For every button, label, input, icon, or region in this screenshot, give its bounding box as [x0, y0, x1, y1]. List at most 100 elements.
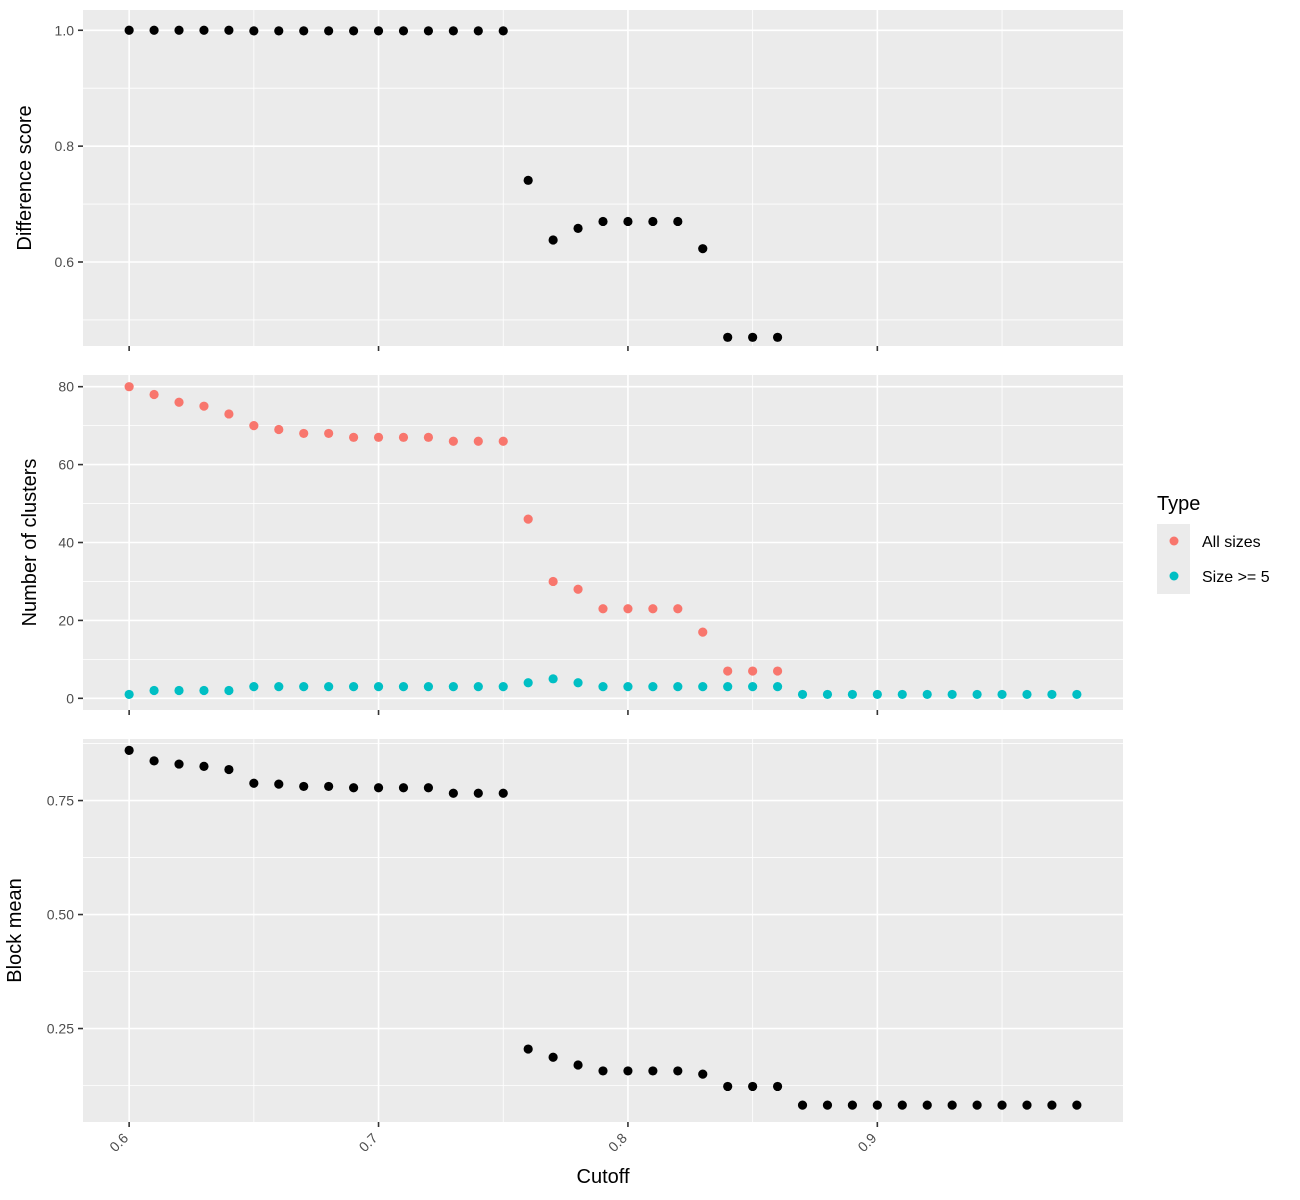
data-point	[498, 26, 508, 36]
data-point	[772, 332, 783, 342]
data-point	[822, 689, 833, 700]
y-tick-label: 40	[58, 535, 74, 551]
data-point	[548, 235, 558, 245]
data-point	[398, 783, 409, 793]
data-point	[997, 1100, 1007, 1110]
data-point	[872, 1100, 882, 1110]
data-point	[149, 756, 159, 766]
data-point	[398, 682, 409, 692]
y-tick-label: 60	[58, 457, 74, 473]
data-point	[274, 424, 284, 435]
data-point	[623, 216, 633, 227]
data-point	[224, 685, 234, 696]
data-point	[299, 428, 309, 439]
data-point	[897, 1100, 907, 1110]
data-point	[498, 436, 508, 446]
data-point	[373, 783, 384, 793]
data-point	[299, 26, 309, 36]
data-point	[723, 682, 733, 692]
y-axis-title: Number of clusters	[19, 459, 41, 627]
panel-3: 0.25 0.50 0.75 Block mean	[4, 739, 1123, 1127]
data-point	[822, 1100, 833, 1110]
y-tick-label: 0.25	[47, 1021, 74, 1037]
data-point	[249, 778, 259, 788]
data-point	[548, 576, 558, 587]
data-point	[748, 332, 758, 342]
data-point	[673, 682, 683, 692]
data-point	[1072, 1100, 1082, 1110]
data-point	[847, 689, 858, 700]
data-point	[623, 682, 633, 692]
y-tick-label: 0	[66, 690, 74, 706]
legend-key-all-sizes	[1169, 536, 1179, 546]
data-point	[448, 682, 458, 692]
data-point	[598, 216, 608, 227]
data-point	[1047, 689, 1057, 700]
data-point	[498, 682, 508, 692]
data-point	[748, 666, 758, 676]
data-point	[423, 432, 434, 442]
data-point	[598, 604, 608, 614]
data-point	[473, 682, 483, 692]
y-tick-label: 1.0	[55, 22, 75, 38]
data-point	[598, 682, 608, 692]
data-point	[373, 432, 384, 442]
data-point	[274, 26, 284, 36]
data-point	[947, 1100, 957, 1110]
x-tick-label: 0.6	[106, 1130, 131, 1155]
series-2	[124, 674, 1082, 700]
data-point	[423, 26, 434, 36]
data-point	[1047, 1100, 1057, 1110]
data-point	[174, 759, 184, 769]
panel-1: 0.6 0.8 1.0 Difference score	[14, 10, 1123, 351]
data-point	[723, 332, 733, 342]
data-point	[224, 409, 234, 419]
data-point	[324, 682, 334, 692]
data-point	[324, 781, 334, 792]
legend-key-size-ge-5	[1169, 571, 1179, 581]
y-tick-label: 80	[58, 379, 74, 395]
data-point	[872, 689, 882, 700]
data-point	[897, 689, 907, 700]
data-point	[523, 678, 533, 688]
data-point	[473, 26, 483, 36]
data-point	[348, 783, 359, 793]
data-point	[922, 689, 932, 700]
data-point	[174, 25, 184, 35]
data-point	[1072, 689, 1082, 700]
y-axis-title: Difference score	[14, 105, 36, 250]
data-point	[373, 682, 384, 692]
data-point	[124, 689, 134, 700]
data-point	[124, 25, 134, 35]
data-point	[673, 604, 683, 614]
data-point	[947, 689, 957, 700]
data-point	[548, 1052, 558, 1062]
data-point	[174, 685, 184, 696]
data-point	[573, 678, 583, 688]
data-point	[348, 682, 359, 692]
y-tick-label: 0.75	[47, 793, 74, 809]
data-point	[573, 1060, 583, 1070]
data-point	[648, 1066, 658, 1076]
data-point	[748, 1081, 758, 1092]
data-point	[598, 1066, 608, 1076]
y-tick-label: 20	[58, 612, 74, 628]
data-point	[299, 781, 309, 792]
y-axis-title: Block mean	[4, 878, 26, 983]
data-point	[274, 682, 284, 692]
data-point	[473, 788, 483, 798]
data-point	[972, 1100, 982, 1110]
x-tick-label: 0.7	[356, 1130, 381, 1155]
data-point	[299, 682, 309, 692]
y-tick-label: 0.6	[55, 254, 75, 270]
data-point	[398, 432, 409, 442]
data-point	[1022, 1100, 1032, 1110]
data-point	[698, 682, 708, 692]
data-point	[249, 682, 259, 692]
data-point	[573, 223, 583, 233]
data-point	[772, 666, 783, 676]
y-tick-label: 0.8	[55, 138, 75, 154]
series-1	[124, 745, 1082, 1110]
legend-label-size-ge-5: Size >= 5	[1202, 569, 1270, 586]
series-1	[124, 25, 783, 342]
